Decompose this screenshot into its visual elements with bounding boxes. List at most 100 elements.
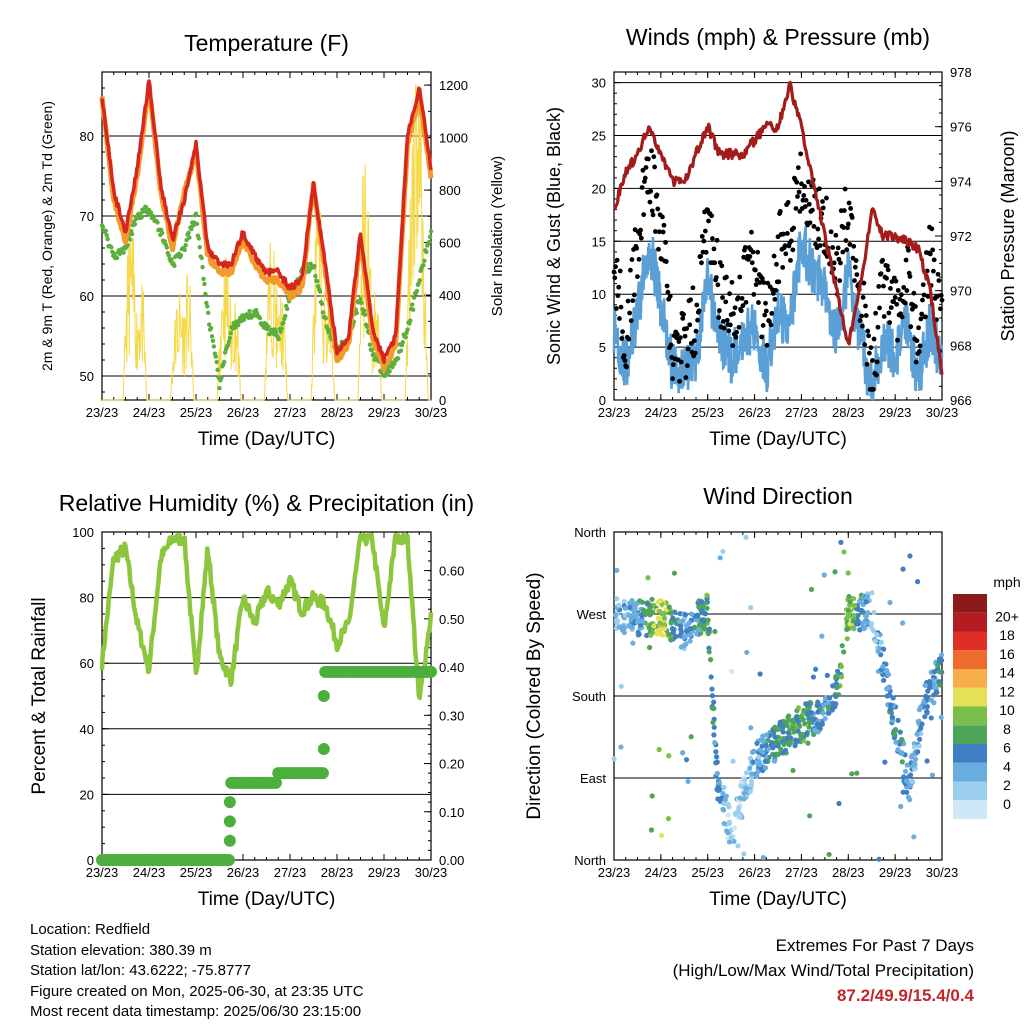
- wind-gust-point: [846, 200, 852, 206]
- dir-ytick-label: North: [574, 853, 606, 868]
- dir-xtick-label: 29/23: [879, 865, 912, 880]
- dir-point: [725, 812, 731, 818]
- wind-gust-point: [892, 295, 898, 300]
- dir-point: [861, 626, 867, 632]
- latlon-text: Station lat/lon: 43.6222; -75.8777: [30, 962, 252, 979]
- wind-gust-point: [618, 304, 624, 310]
- dir-point: [704, 592, 710, 598]
- dir-point: [688, 734, 694, 740]
- extremes-box: Extremes For Past 7 Days (High/Low/Max W…: [673, 933, 974, 1008]
- dir-point: [924, 758, 930, 764]
- wind-gust-point: [674, 331, 680, 337]
- wind-gust-point: [898, 292, 904, 298]
- dir-point: [756, 754, 762, 760]
- dir-point: [706, 626, 713, 632]
- dir-point: [648, 827, 655, 833]
- wind-gust-point: [809, 207, 815, 213]
- dir-point: [661, 615, 668, 621]
- dir-point: [687, 638, 693, 644]
- dir-point: [629, 597, 635, 604]
- dir-point: [807, 813, 813, 819]
- dir-point: [808, 586, 815, 593]
- colorbar-tick-label: 8: [1003, 721, 1011, 737]
- dir-ytick-label: South: [572, 689, 606, 704]
- dir-point: [692, 624, 698, 630]
- temp-xtick-label: 29/23: [368, 405, 401, 420]
- dir-point: [769, 740, 775, 746]
- temp-dewpoint-point: [202, 281, 207, 287]
- rh-y2tick-label: 0.60: [439, 564, 464, 579]
- wind-gust-point: [749, 229, 754, 235]
- dir-point: [681, 634, 687, 640]
- rh-precip-point: [222, 854, 235, 866]
- dir-point: [895, 747, 901, 753]
- wind-gust-point: [842, 186, 848, 192]
- wind-gust-point: [714, 237, 720, 243]
- dir-point: [742, 777, 748, 783]
- wind-gust-point: [636, 256, 642, 262]
- dir-point: [709, 686, 715, 692]
- wind-gust-point: [625, 298, 631, 304]
- dir-point: [765, 746, 771, 752]
- wind-gust-point: [638, 227, 643, 233]
- dir-point: [815, 709, 821, 715]
- dir-point: [892, 727, 899, 734]
- temp-dewpoint-point: [155, 220, 160, 225]
- rh-y2tick-label: 0.00: [439, 853, 464, 868]
- wind-gust-point: [709, 213, 715, 219]
- dir-point: [906, 773, 912, 779]
- dir-point: [731, 825, 738, 831]
- dir-point: [644, 632, 650, 639]
- wind-gust-point: [724, 274, 729, 280]
- dir-point: [899, 750, 905, 757]
- temp-xtick-label: 23/23: [86, 405, 119, 420]
- wind-gust-point: [721, 325, 727, 331]
- temp-dewpoint-point: [129, 231, 135, 237]
- dir-point: [811, 731, 817, 738]
- wind-gust-point: [642, 175, 648, 181]
- temp-dewpoint-point: [312, 263, 317, 269]
- dir-point: [774, 726, 781, 732]
- dir-point: [657, 627, 663, 633]
- wind-ytick-label: 10: [592, 287, 606, 302]
- temp-2m-series: [100, 79, 433, 365]
- dir-point: [716, 786, 723, 793]
- wind-gust-point: [738, 308, 744, 314]
- wind-gust-point: [703, 249, 709, 255]
- temp-y2tick-label: 400: [439, 288, 461, 303]
- dir-point: [911, 744, 918, 750]
- dir-point: [699, 608, 706, 614]
- temp-dewpoint-point: [359, 300, 364, 305]
- dir-point: [763, 742, 769, 749]
- temp-dewpoint-point: [109, 245, 114, 250]
- dir-point: [857, 627, 863, 633]
- wind-gust-point: [876, 284, 882, 289]
- rh-xtick-label: 24/23: [133, 865, 166, 880]
- wind-gust-point: [643, 165, 649, 170]
- colorbar-swatch: [953, 725, 987, 744]
- wind-gust-point: [685, 363, 690, 369]
- dir-point: [701, 618, 707, 624]
- dir-point: [639, 599, 646, 605]
- dir-point: [838, 539, 844, 545]
- wind-gust-point: [613, 306, 619, 311]
- dir-point: [694, 631, 700, 637]
- wind-ytick-label: 20: [592, 181, 606, 196]
- dir-point: [836, 800, 842, 807]
- dir-point: [721, 800, 727, 807]
- dir-point: [646, 644, 653, 651]
- wind-gust-point: [699, 260, 704, 266]
- wind-gust-point: [788, 257, 793, 263]
- wind-gust-point: [660, 214, 665, 220]
- dir-point: [613, 612, 619, 618]
- dir-point: [781, 741, 787, 748]
- dir-point: [929, 772, 935, 778]
- dir-point: [891, 731, 898, 738]
- dir-point: [855, 613, 861, 619]
- dir-point: [755, 769, 761, 775]
- rh-y2tick-label: 0.30: [439, 708, 464, 723]
- wind-gust-point: [935, 271, 941, 277]
- wind-gust-point: [724, 317, 730, 323]
- dir-point: [865, 593, 871, 600]
- wind-gust-point: [677, 335, 683, 341]
